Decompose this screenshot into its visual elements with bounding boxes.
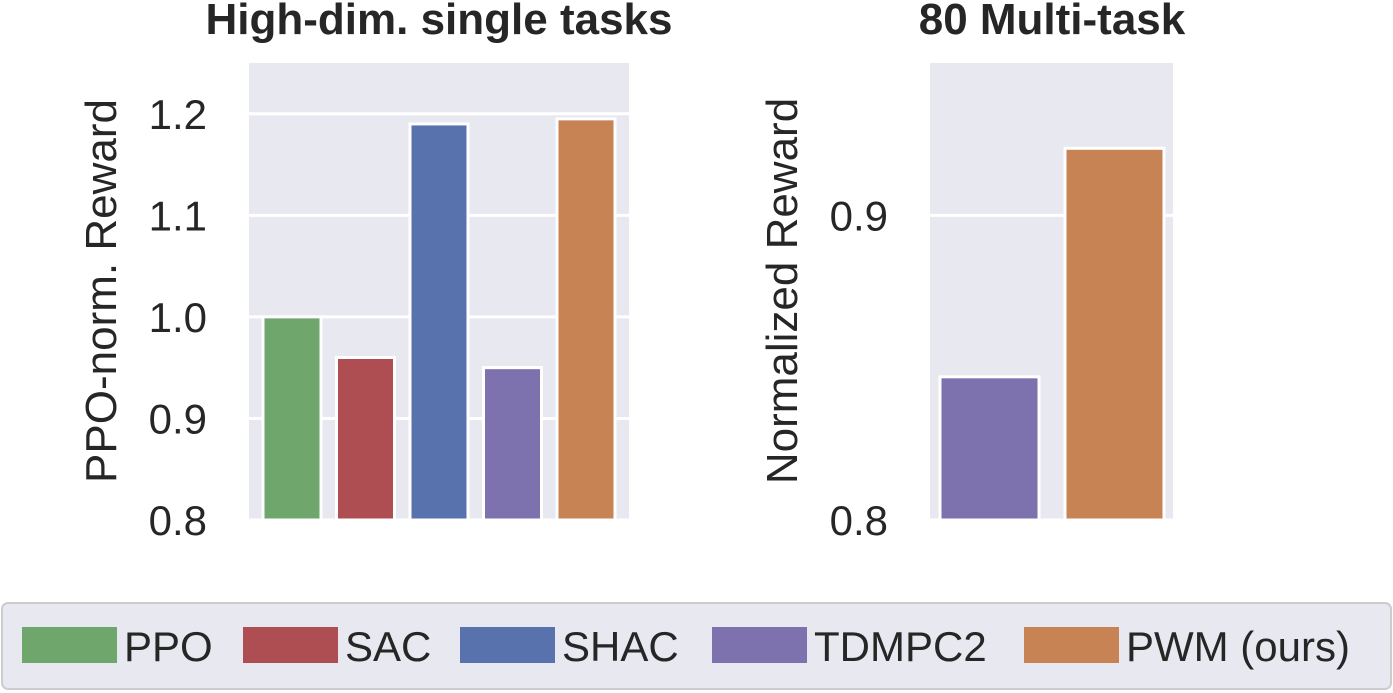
y-tick-label: 1.2 <box>149 91 207 138</box>
legend-label: PWM (ours) <box>1126 623 1350 670</box>
y-tick-label: 1.0 <box>149 294 207 341</box>
title-single-tasks: High-dim. single tasks <box>206 0 673 44</box>
legend-swatch <box>712 627 807 663</box>
bar-sac <box>335 356 396 522</box>
bar-tdmpc2 <box>938 375 1041 522</box>
legend-label: PPO <box>124 623 213 670</box>
legend-swatch <box>460 627 555 663</box>
y-tick-label: 0.9 <box>830 192 888 239</box>
legend-label: SAC <box>345 623 431 670</box>
y-tick-label: 0.8 <box>149 497 207 544</box>
y-tick-label: 0.8 <box>830 497 888 544</box>
bar-tdmpc2 <box>482 366 543 522</box>
legend: PPO SAC SHAC TDMPC2 PWM (ours) <box>1 602 1392 690</box>
bar-pwm-ours <box>555 117 617 522</box>
legend-label: SHAC <box>562 623 679 670</box>
bar-shac <box>408 122 470 522</box>
bar-ppo <box>261 315 323 522</box>
chart-single-tasks: 0.8 0.9 1.0 1.1 1.2 High-dim. single tasks P… <box>77 0 672 544</box>
y-ticks-single-tasks: 0.8 0.9 1.0 1.1 1.2 <box>149 91 207 544</box>
y-ticks-multi-task: 0.8 0.9 <box>830 192 888 544</box>
ylabel-single-tasks: PPO-norm. Reward <box>77 99 126 483</box>
ylabel-multi-task: Normalized Reward <box>758 98 807 484</box>
legend-swatch <box>22 627 117 663</box>
bars-single-tasks <box>261 117 617 522</box>
legend-swatch <box>243 627 338 663</box>
y-tick-label: 0.9 <box>149 395 207 442</box>
title-multi-task: 80 Multi-task <box>919 0 1186 44</box>
legend-frame <box>1 602 1392 690</box>
bars-multi-task <box>938 146 1166 522</box>
bar-pwm-ours <box>1063 146 1166 522</box>
y-tick-label: 1.1 <box>149 192 207 239</box>
legend-swatch <box>1024 627 1119 663</box>
legend-label: TDMPC2 <box>814 623 987 670</box>
chart-multi-task: 0.8 0.9 80 Multi-task Normalized Reward <box>758 0 1186 544</box>
